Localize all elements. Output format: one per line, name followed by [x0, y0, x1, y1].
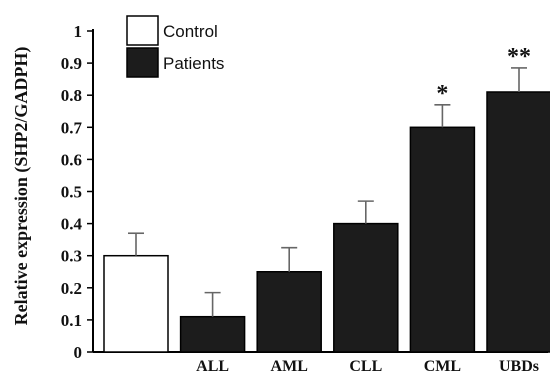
y-tick-label: 0	[74, 343, 83, 362]
legend-label: Patients	[163, 54, 224, 73]
y-tick-label: 0.6	[61, 150, 82, 169]
y-axis-label: Relative expression (SHP2/GADPH)	[11, 47, 32, 326]
legend: Control Patients	[126, 15, 224, 78]
category-label: AML	[271, 358, 308, 372]
bar	[179, 315, 246, 353]
legend-swatch	[126, 15, 159, 46]
y-tick-label: 0.3	[61, 247, 82, 266]
category-label: CLL	[349, 358, 382, 372]
y-tick-label: 0.4	[61, 215, 83, 234]
y-tick-label: 1	[74, 22, 83, 41]
bar	[409, 126, 476, 353]
legend-label: Control	[163, 22, 218, 41]
category-label: ALL	[196, 358, 229, 372]
y-tick-label: 0.2	[61, 279, 82, 298]
y-tick-label: 0.8	[61, 86, 82, 105]
bar	[486, 91, 550, 353]
significance-marker: **	[507, 44, 531, 70]
y-ticks: 0 0.1 0.2 0.3 0.4 0.5 0.6 0.7 0.8 0.9 1	[61, 22, 93, 362]
significance-marker: *	[436, 81, 448, 107]
bar	[256, 271, 322, 353]
category-labels: ALL AML CLL CML UBDs	[196, 358, 539, 372]
y-tick-label: 0.7	[61, 118, 83, 137]
bar	[103, 254, 169, 353]
legend-swatch	[126, 47, 159, 78]
bar	[333, 222, 399, 353]
bars: ***	[103, 44, 550, 353]
y-tick-label: 0.1	[61, 311, 82, 330]
y-tick-label: 0.9	[61, 54, 82, 73]
category-label: CML	[424, 358, 461, 372]
category-label: UBDs	[499, 358, 539, 372]
y-tick-label: 0.5	[61, 183, 82, 202]
